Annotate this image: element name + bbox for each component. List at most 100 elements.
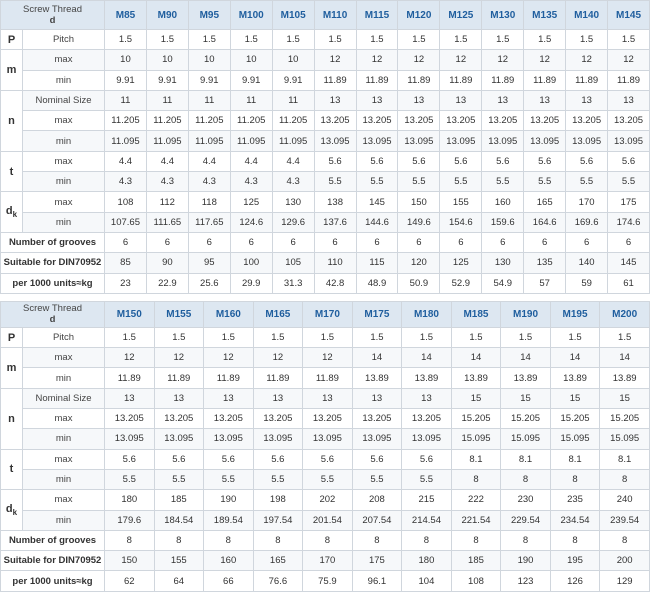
row-weight: per 1000 units≈kg 62 64 66 76.6 75.9 96.1 104 10… bbox=[0, 570, 650, 592]
t-max-label: max bbox=[22, 448, 105, 470]
n-nom-label: Nominal Size bbox=[22, 387, 105, 410]
value-cell: 4.3 bbox=[145, 171, 189, 193]
value-cell: 1.5 bbox=[450, 326, 502, 349]
value-cell: 5.5 bbox=[397, 171, 441, 193]
suitable-label: Suitable for DIN70952 bbox=[0, 252, 105, 274]
value-cell: 11.89 bbox=[565, 69, 609, 91]
n-max-label: max bbox=[22, 110, 105, 132]
value-cell: 13 bbox=[565, 89, 609, 112]
value-cell: 15.095 bbox=[599, 428, 650, 450]
size-header: M185 bbox=[450, 300, 502, 328]
value-cell: 11.095 bbox=[145, 130, 189, 152]
value-cell: 13.095 bbox=[439, 130, 483, 152]
row-n-max: max 11.205 11.205 11.205 11.205 11.205 13.205 1… bbox=[1, 110, 650, 132]
value-cell: 165 bbox=[523, 191, 567, 213]
value-cell: 13 bbox=[153, 387, 205, 410]
value-cell: 96.1 bbox=[351, 570, 403, 592]
value-cell: 222 bbox=[450, 489, 502, 511]
row-weight: per 1000 units≈kg 23 22.9 25.6 29.9 31.3 42.8 4… bbox=[0, 272, 650, 294]
dk-max-label: max bbox=[22, 191, 105, 213]
value-cell: 13 bbox=[302, 387, 353, 410]
size-header: M120 bbox=[397, 0, 441, 30]
value-cell: 1.5 bbox=[229, 28, 273, 51]
value-cell: 8.1 bbox=[549, 448, 601, 470]
value-cell: 13 bbox=[439, 89, 483, 112]
row-n-nom: n Nominal Size 13 13 13 13 13 13 13 15 15 15 15 bbox=[0, 387, 650, 450]
row-grooves: Number of grooves 8 8 8 8 8 8 8 8 8 8 8 bbox=[0, 529, 650, 552]
value-cell: 59 bbox=[565, 272, 609, 294]
header-row: Screw Thread d M150 M155 M160 M165 M170 M175 M18… bbox=[0, 300, 650, 328]
size-header: M200 bbox=[599, 300, 650, 328]
symbol-m: m bbox=[0, 49, 23, 91]
value-cell: 13.095 bbox=[153, 428, 205, 450]
value-cell: 1.5 bbox=[351, 326, 403, 349]
value-cell: 13.095 bbox=[401, 428, 452, 450]
value-cell: 1.5 bbox=[252, 326, 304, 349]
value-cell: 9.91 bbox=[271, 69, 315, 91]
value-cell: 13 bbox=[607, 89, 650, 112]
value-cell: 8 bbox=[401, 529, 452, 552]
value-cell: 195 bbox=[549, 550, 601, 572]
value-cell: 9.91 bbox=[229, 69, 273, 91]
value-cell: 117.65 bbox=[187, 211, 231, 233]
value-cell: 13.205 bbox=[439, 110, 483, 132]
value-cell: 208 bbox=[351, 489, 403, 511]
value-cell: 111.65 bbox=[145, 211, 189, 233]
symbol-dk-sub: k bbox=[12, 210, 18, 220]
value-cell: 1.5 bbox=[481, 28, 525, 51]
header-line2: d bbox=[49, 15, 56, 26]
value-cell: 235 bbox=[549, 489, 601, 511]
m-min-label: min bbox=[22, 69, 105, 91]
value-cell: 126 bbox=[549, 570, 601, 592]
row-m-max: m max 10 10 10 10 10 12 12 12 12 12 12 12 12 bbox=[0, 49, 650, 91]
value-cell: 5.6 bbox=[203, 448, 254, 470]
value-cell: 105 bbox=[271, 252, 315, 274]
value-cell: 118 bbox=[187, 191, 231, 213]
row-t-min: min 4.3 4.3 4.3 4.3 4.3 5.5 5.5 5.5 5.5 5.5 5.5 5.5 5… bbox=[1, 171, 650, 193]
value-cell: 13.095 bbox=[302, 428, 353, 450]
value-cell: 198 bbox=[252, 489, 304, 511]
value-cell: 9.91 bbox=[145, 69, 189, 91]
value-cell: 15 bbox=[549, 387, 601, 410]
value-cell: 66 bbox=[203, 570, 254, 592]
value-cell: 4.4 bbox=[145, 150, 189, 173]
value-cell: 11.095 bbox=[187, 130, 231, 152]
value-cell: 11.89 bbox=[302, 367, 353, 389]
value-cell: 5.6 bbox=[401, 448, 452, 470]
screw-thread-header: Screw Thread d bbox=[0, 300, 105, 328]
value-cell: 1.5 bbox=[607, 28, 650, 51]
value-cell: 5.6 bbox=[153, 448, 205, 470]
header-row: Screw Thread d M85 M90 M95 M100 M105 M110 M115 M1… bbox=[0, 0, 650, 30]
value-cell: 13.205 bbox=[565, 110, 609, 132]
pitch-label: Pitch bbox=[22, 28, 105, 51]
value-cell: 1.5 bbox=[104, 326, 155, 349]
value-cell: 170 bbox=[302, 550, 353, 572]
value-cell: 4.3 bbox=[229, 171, 273, 193]
row-t-max: t max 5.6 5.6 5.6 5.6 5.6 5.6 5.6 8.1 8.1 8.1 8.1 bbox=[0, 448, 650, 491]
value-cell: 185 bbox=[450, 550, 502, 572]
value-cell: 8 bbox=[203, 529, 254, 552]
value-cell: 200 bbox=[599, 550, 650, 572]
value-cell: 10 bbox=[229, 49, 273, 71]
value-cell: 13.205 bbox=[351, 408, 403, 430]
value-cell: 15 bbox=[599, 387, 650, 410]
value-cell: 150 bbox=[397, 191, 441, 213]
value-cell: 14 bbox=[500, 347, 551, 369]
value-cell: 6 bbox=[607, 231, 650, 254]
value-cell: 8.1 bbox=[500, 448, 551, 470]
value-cell: 5.6 bbox=[104, 448, 155, 470]
value-cell: 110 bbox=[313, 252, 357, 274]
value-cell: 54.9 bbox=[481, 272, 525, 294]
value-cell: 13.205 bbox=[481, 110, 525, 132]
value-cell: 221.54 bbox=[450, 509, 502, 531]
value-cell: 4.4 bbox=[271, 150, 315, 173]
value-cell: 13 bbox=[203, 387, 254, 410]
value-cell: 13.205 bbox=[302, 408, 353, 430]
suitable-label: Suitable for DIN70952 bbox=[0, 550, 105, 572]
value-cell: 185 bbox=[153, 489, 205, 511]
value-cell: 57 bbox=[523, 272, 567, 294]
value-cell: 13.095 bbox=[351, 428, 403, 450]
value-cell: 13.89 bbox=[351, 367, 403, 389]
n-min-label: min bbox=[22, 130, 105, 152]
